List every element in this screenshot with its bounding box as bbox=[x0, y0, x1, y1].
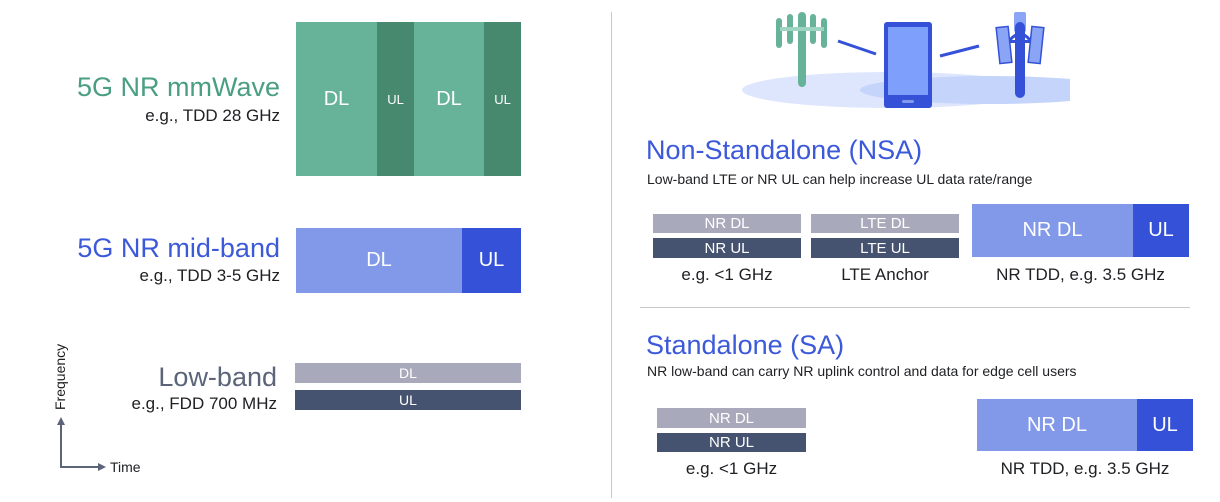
midband-title: 5G NR mid-band bbox=[77, 233, 280, 263]
mmwave-dl-block: DL bbox=[414, 22, 484, 176]
sa-lowband-caption: e.g. <1 GHz bbox=[685, 459, 778, 478]
sa-nr-dl-block: NR DL bbox=[657, 408, 806, 428]
midband-ul-block: UL bbox=[462, 228, 521, 293]
midband-subtitle: e.g., TDD 3-5 GHz bbox=[139, 266, 280, 285]
horizontal-divider bbox=[640, 307, 1190, 308]
nsa-nr-dl-block: NR DL bbox=[653, 214, 801, 233]
lowband-dl-block: DL bbox=[295, 363, 521, 383]
vertical-divider bbox=[611, 12, 612, 498]
sa-subtitle: NR low-band can carry NR uplink control … bbox=[647, 363, 1077, 379]
cell-tower-blue-icon bbox=[995, 12, 1045, 98]
nsa-title: Non-Standalone (NSA) bbox=[646, 135, 923, 165]
smartphone-icon bbox=[884, 22, 932, 108]
sa-nr-ul-block: NR UL bbox=[657, 433, 806, 452]
lowband-subtitle: e.g., FDD 700 MHz bbox=[131, 394, 278, 413]
mmwave-dl-block: DL bbox=[296, 22, 377, 176]
sa-title: Standalone (SA) bbox=[646, 330, 845, 360]
frequency-axis-label: Frequency bbox=[52, 343, 68, 410]
nsa-tdd-dl-block: NR DL bbox=[972, 204, 1133, 257]
nsa-tdd-ul-block: UL bbox=[1133, 204, 1189, 257]
mmwave-subtitle: e.g., TDD 28 GHz bbox=[145, 106, 280, 125]
sa-tdd-ul-block: UL bbox=[1137, 399, 1193, 451]
nsa-lte-ul-block: LTE UL bbox=[811, 238, 959, 258]
nsa-nr-ul-block: NR UL bbox=[653, 238, 801, 258]
mmwave-title: 5G NR mmWave bbox=[76, 72, 280, 102]
time-axis-label: Time bbox=[110, 459, 141, 475]
sa-tdd-dl-block: NR DL bbox=[977, 399, 1137, 451]
nsa-lowband-caption: e.g. <1 GHz bbox=[681, 265, 773, 284]
nsa-tdd-caption: NR TDD, e.g. 3.5 GHz bbox=[996, 265, 1165, 284]
nsa-lte-dl-block: LTE DL bbox=[811, 214, 959, 233]
lowband-title: Low-band bbox=[158, 362, 277, 392]
axes-arrow-icon bbox=[57, 417, 106, 471]
mmwave-ul-block: UL bbox=[377, 22, 414, 176]
cell-tower-green-icon bbox=[776, 12, 827, 87]
nsa-lte-anchor-caption: LTE Anchor bbox=[841, 265, 929, 284]
network-illustration bbox=[742, 12, 1070, 108]
midband-dl-block: DL bbox=[296, 228, 462, 293]
nsa-subtitle: Low-band LTE or NR UL can help increase … bbox=[647, 171, 1033, 187]
sa-tdd-caption: NR TDD, e.g. 3.5 GHz bbox=[1000, 459, 1170, 478]
mmwave-ul-block: UL bbox=[484, 22, 521, 176]
lowband-ul-block: UL bbox=[295, 390, 521, 410]
